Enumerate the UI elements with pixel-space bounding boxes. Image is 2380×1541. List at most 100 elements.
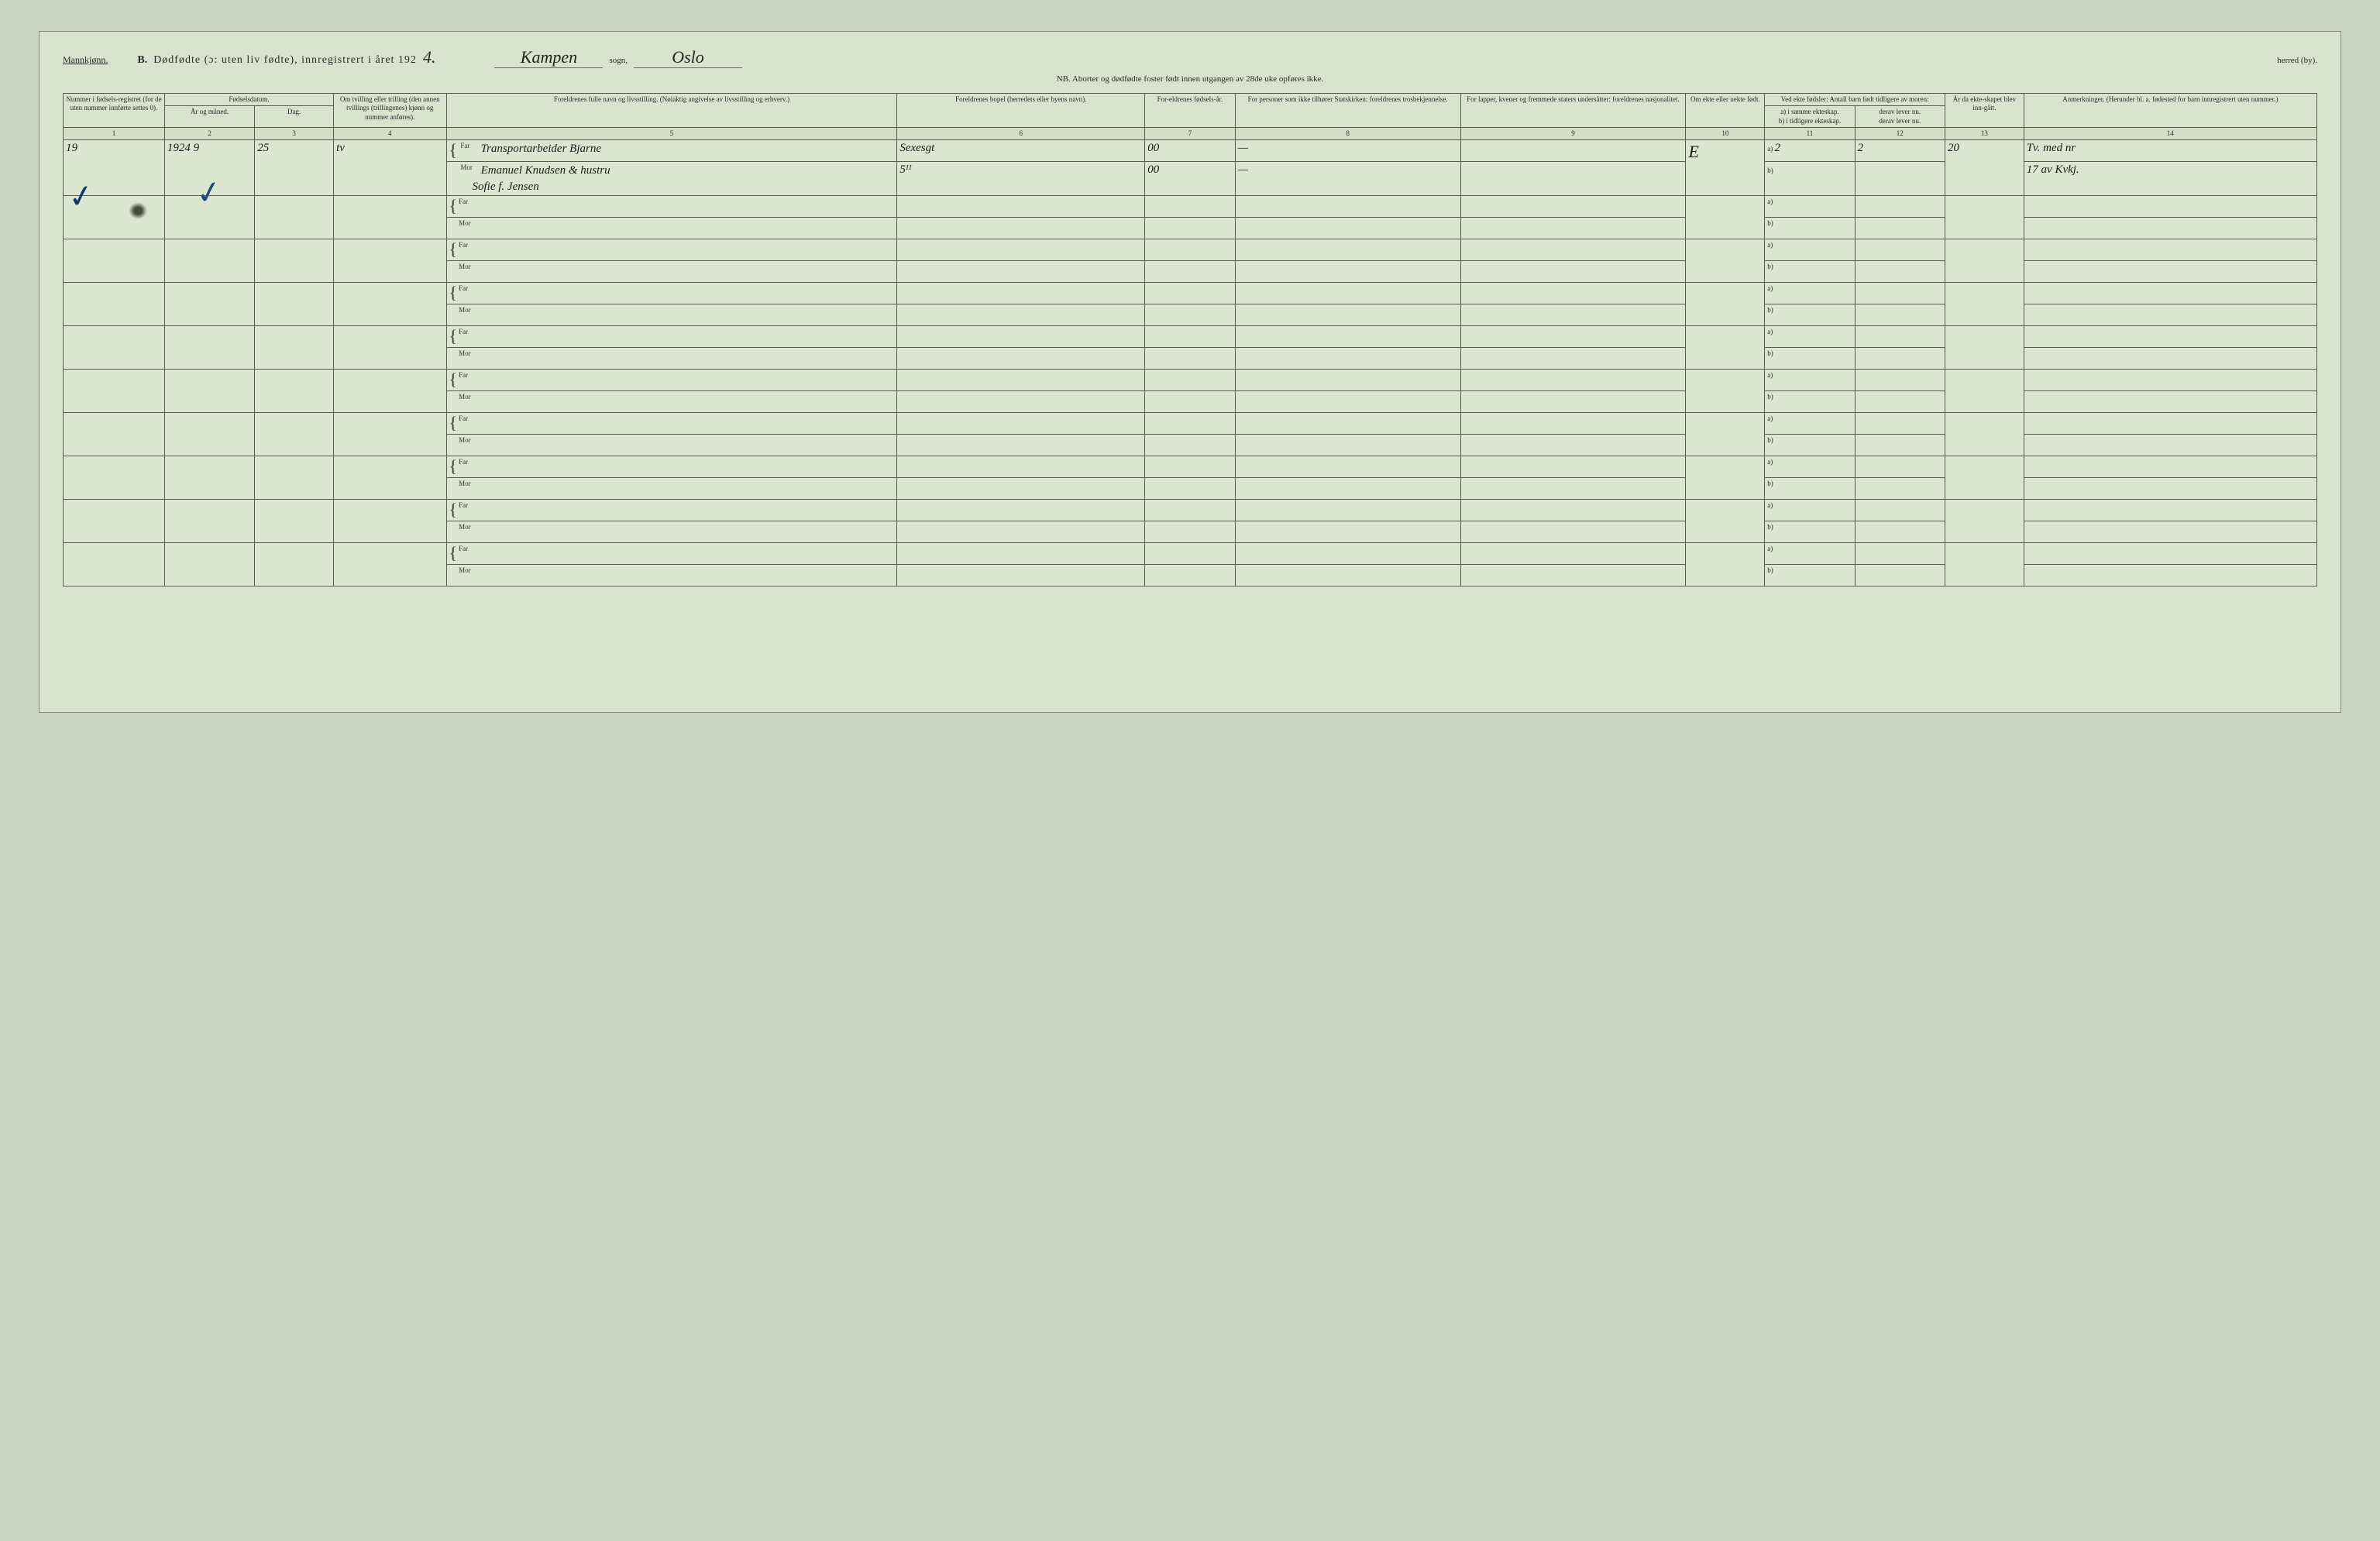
empty (1855, 347, 1945, 369)
empty (1460, 390, 1686, 412)
mor-name: {Mor (446, 347, 897, 369)
mor-label: Mor (459, 393, 477, 401)
bracket-icon: { (449, 142, 458, 159)
far-label: Far (459, 414, 477, 422)
far-name: {Far (446, 239, 897, 260)
empty (1235, 390, 1460, 412)
empty (1145, 195, 1235, 217)
empty (897, 347, 1145, 369)
hw: 25 (257, 142, 269, 154)
empty (2024, 434, 2316, 456)
bracket-icon: { (449, 371, 458, 388)
far-name: {Far (446, 412, 897, 434)
bracket-icon: { (449, 501, 458, 518)
empty (1686, 456, 1765, 499)
far-label: Far (459, 198, 477, 205)
empty (1945, 412, 2024, 456)
empty (2024, 412, 2316, 434)
c11b: b) (1765, 564, 1855, 586)
empty (1460, 564, 1686, 586)
empty (64, 499, 165, 542)
col-subheader: Dag. (255, 106, 334, 128)
empty (1460, 347, 1686, 369)
empty (2024, 499, 2316, 521)
col-header: Om ekte eller uekte født. (1686, 94, 1765, 128)
c11a: a) (1765, 542, 1855, 564)
bracket-icon: { (449, 241, 458, 258)
colnum: 3 (255, 127, 334, 139)
a-label: a) (1767, 414, 1773, 422)
page-header: Mannkjønn. B. Dødfødte (ɔ: uten liv født… (63, 47, 2317, 68)
b-label: b) (1767, 566, 1773, 574)
empty (64, 412, 165, 456)
a-label: a) (1767, 241, 1773, 249)
empty (1945, 239, 2024, 282)
mor-name: { Mor Emanuel Knudsen & hustru Sofie f. … (446, 161, 897, 195)
empty (1855, 499, 1945, 521)
c11b: b) (1765, 434, 1855, 456)
empty (64, 282, 165, 325)
bracket-icon: { (449, 458, 458, 475)
empty (897, 542, 1145, 564)
empty (1686, 239, 1765, 282)
section-letter: B. (137, 54, 147, 67)
anm-line1: Tv. med nr (2024, 139, 2316, 161)
col8-far: — (1235, 139, 1460, 161)
empty (1686, 195, 1765, 239)
empty (1145, 217, 1235, 239)
empty (1945, 282, 2024, 325)
c10b: b) i tidligere ekteskap. (1767, 117, 1852, 126)
colnum: 14 (2024, 127, 2316, 139)
c11a: a) (1765, 369, 1855, 390)
hw: tv (336, 142, 345, 154)
b-label: b) (1767, 480, 1773, 487)
colnum: 7 (1145, 127, 1235, 139)
mor-name: {Mor (446, 260, 897, 282)
mor-name: {Mor (446, 521, 897, 542)
a-label: a) (1767, 145, 1773, 153)
far-label: Far (459, 501, 477, 509)
empty (1235, 347, 1460, 369)
col9-mor (1460, 161, 1686, 195)
empty (1686, 412, 1765, 456)
empty (1235, 239, 1460, 260)
empty (1855, 369, 1945, 390)
mor-label: Mor (460, 163, 479, 171)
hw: Transportarbeider Bjarne (481, 143, 601, 155)
empty (897, 239, 1145, 260)
herred-label: herred (by). (2277, 56, 2317, 65)
empty (1235, 325, 1460, 347)
c11b: b) (1765, 347, 1855, 369)
c11a: a) 2 (1765, 139, 1855, 161)
colnum: 2 (164, 127, 254, 139)
far-label: Far (459, 328, 477, 335)
empty (1145, 542, 1235, 564)
a-label: a) (1767, 501, 1773, 509)
empty (255, 325, 334, 369)
empty (1235, 499, 1460, 521)
table-row: {Fara) (64, 195, 2317, 217)
bopel-far: Sexesgt (897, 139, 1145, 161)
table-row: {Far a) (64, 412, 2317, 434)
ledger-page: ✓ ✓ Mannkjønn. B. Dødfødte (ɔ: uten liv … (39, 31, 2341, 713)
empty (2024, 217, 2316, 239)
ink-smudge (129, 202, 147, 219)
mor-name: {Mor (446, 564, 897, 586)
empty (1945, 325, 2024, 369)
far-name: {Far (446, 195, 897, 217)
empty (897, 282, 1145, 304)
empty (1145, 390, 1235, 412)
empty (164, 412, 254, 456)
hw: 19 (66, 142, 77, 154)
empty (334, 195, 446, 239)
col-header: Fødselsdatum. (164, 94, 333, 106)
mor-birthyear: 00 (1145, 161, 1235, 195)
hw: 2 (1858, 142, 1864, 154)
empty (1460, 369, 1686, 390)
far-name: {Far (446, 325, 897, 347)
empty (1145, 412, 1235, 434)
empty (1460, 239, 1686, 260)
empty (1686, 325, 1765, 369)
far-name: { Far Transportarbeider Bjarne (446, 139, 897, 161)
empty (1855, 217, 1945, 239)
